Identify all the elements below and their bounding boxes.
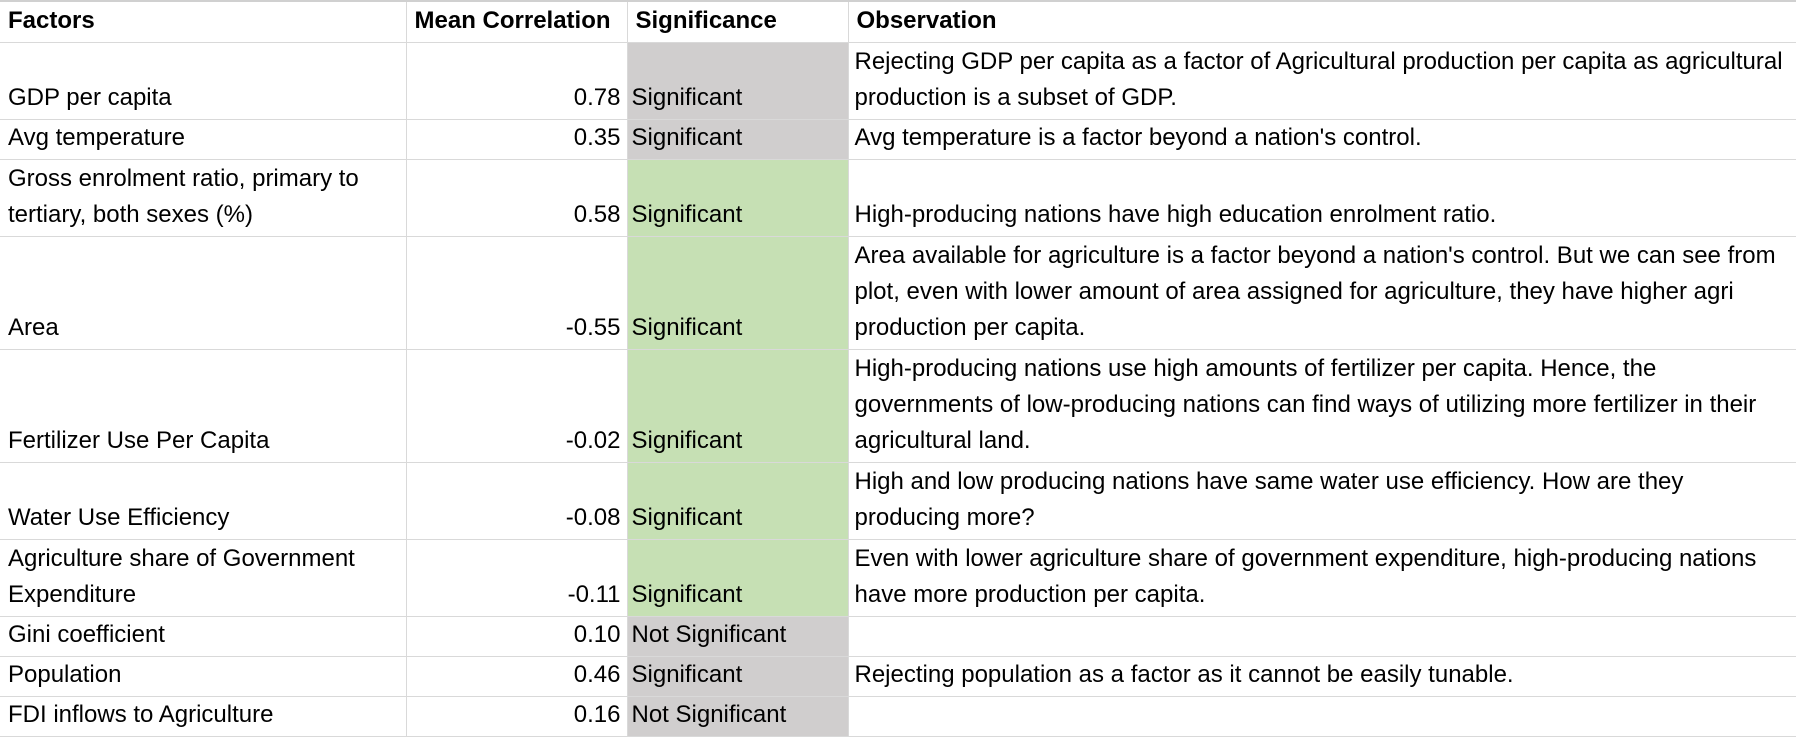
observation-cell[interactable]: High-producing nations have high educati… <box>848 159 1796 237</box>
observation-cell[interactable] <box>848 696 1796 737</box>
table-row: FDI inflows to Agriculture 0.16 Not Sign… <box>0 696 1796 737</box>
significance-cell[interactable]: Significant <box>627 159 849 237</box>
table-row: Fertilizer Use Per Capita -0.02 Signific… <box>0 349 1796 463</box>
table-row: Gross enrolment ratio, primary to tertia… <box>0 159 1796 237</box>
correlation-cell[interactable]: -0.02 <box>406 349 628 463</box>
correlation-cell[interactable]: 0.78 <box>406 42 628 120</box>
observation-cell[interactable]: Rejecting GDP per capita as a factor of … <box>848 42 1796 120</box>
correlation-cell[interactable]: 0.58 <box>406 159 628 237</box>
observation-cell[interactable]: High-producing nations use high amounts … <box>848 349 1796 463</box>
significance-cell[interactable]: Significant <box>627 462 849 540</box>
significance-cell[interactable]: Significant <box>627 236 849 350</box>
factor-cell[interactable]: Population <box>0 656 407 697</box>
table-row: GDP per capita 0.78 Significant Rejectin… <box>0 42 1796 120</box>
significance-cell[interactable]: Significant <box>627 42 849 120</box>
header-mean-correlation[interactable]: Mean Correlation <box>406 0 628 43</box>
factor-cell[interactable]: Avg temperature <box>0 119 407 160</box>
header-significance[interactable]: Significance <box>627 0 849 43</box>
factor-cell[interactable]: FDI inflows to Agriculture <box>0 696 407 737</box>
table-row: Avg temperature 0.35 Significant Avg tem… <box>0 119 1796 160</box>
significance-cell[interactable]: Significant <box>627 656 849 697</box>
table-row: Gini coefficient 0.10 Not Significant <box>0 616 1796 657</box>
observation-cell[interactable]: Area available for agriculture is a fact… <box>848 236 1796 350</box>
significance-cell[interactable]: Not Significant <box>627 696 849 737</box>
table-row: Water Use Efficiency -0.08 Significant H… <box>0 462 1796 540</box>
header-factors[interactable]: Factors <box>0 0 407 43</box>
correlation-cell[interactable]: -0.55 <box>406 236 628 350</box>
correlation-cell[interactable]: -0.11 <box>406 539 628 617</box>
observation-cell[interactable]: Even with lower agriculture share of gov… <box>848 539 1796 617</box>
factor-cell[interactable]: Agriculture share of Government Expendit… <box>0 539 407 617</box>
header-observation[interactable]: Observation <box>848 0 1796 43</box>
header-row: Factors Mean Correlation Significance Ob… <box>0 0 1796 43</box>
factor-cell[interactable]: Water Use Efficiency <box>0 462 407 540</box>
significance-cell[interactable]: Significant <box>627 119 849 160</box>
table-row: Agriculture share of Government Expendit… <box>0 539 1796 617</box>
significance-cell[interactable]: Not Significant <box>627 616 849 657</box>
observation-cell[interactable]: Rejecting population as a factor as it c… <box>848 656 1796 697</box>
correlation-cell[interactable]: 0.10 <box>406 616 628 657</box>
factor-cell[interactable]: Gini coefficient <box>0 616 407 657</box>
observation-cell[interactable]: High and low producing nations have same… <box>848 462 1796 540</box>
significance-cell[interactable]: Significant <box>627 539 849 617</box>
observation-cell[interactable] <box>848 616 1796 657</box>
correlation-cell[interactable]: -0.08 <box>406 462 628 540</box>
table-row: Area -0.55 Significant Area available fo… <box>0 236 1796 350</box>
factor-cell[interactable]: Gross enrolment ratio, primary to tertia… <box>0 159 407 237</box>
factor-cell[interactable]: Fertilizer Use Per Capita <box>0 349 407 463</box>
factor-cell[interactable]: Area <box>0 236 407 350</box>
correlation-cell[interactable]: 0.46 <box>406 656 628 697</box>
significance-cell[interactable]: Significant <box>627 349 849 463</box>
factor-cell[interactable]: GDP per capita <box>0 42 407 120</box>
correlation-cell[interactable]: 0.16 <box>406 696 628 737</box>
observation-cell[interactable]: Avg temperature is a factor beyond a nat… <box>848 119 1796 160</box>
correlation-cell[interactable]: 0.35 <box>406 119 628 160</box>
table-row: Population 0.46 Significant Rejecting po… <box>0 656 1796 697</box>
